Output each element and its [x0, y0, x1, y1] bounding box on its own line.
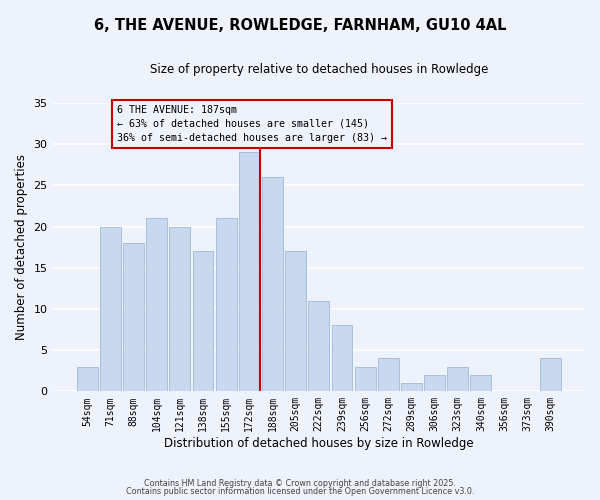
Bar — [216, 218, 236, 392]
Bar — [332, 326, 352, 392]
Bar — [470, 375, 491, 392]
X-axis label: Distribution of detached houses by size in Rowledge: Distribution of detached houses by size … — [164, 437, 473, 450]
Title: Size of property relative to detached houses in Rowledge: Size of property relative to detached ho… — [149, 62, 488, 76]
Bar — [285, 252, 306, 392]
Bar — [123, 243, 144, 392]
Text: Contains HM Land Registry data © Crown copyright and database right 2025.: Contains HM Land Registry data © Crown c… — [144, 478, 456, 488]
Bar — [308, 300, 329, 392]
Bar — [77, 366, 98, 392]
Bar — [378, 358, 398, 392]
Text: 6, THE AVENUE, ROWLEDGE, FARNHAM, GU10 4AL: 6, THE AVENUE, ROWLEDGE, FARNHAM, GU10 4… — [94, 18, 506, 32]
Bar — [424, 375, 445, 392]
Y-axis label: Number of detached properties: Number of detached properties — [15, 154, 28, 340]
Bar — [448, 366, 468, 392]
Bar — [100, 226, 121, 392]
Bar — [401, 383, 422, 392]
Bar — [262, 177, 283, 392]
Text: Contains public sector information licensed under the Open Government Licence v3: Contains public sector information licen… — [126, 487, 474, 496]
Bar — [169, 226, 190, 392]
Bar — [239, 152, 260, 392]
Bar — [193, 252, 214, 392]
Bar — [355, 366, 376, 392]
Text: 6 THE AVENUE: 187sqm
← 63% of detached houses are smaller (145)
36% of semi-deta: 6 THE AVENUE: 187sqm ← 63% of detached h… — [117, 104, 387, 142]
Bar — [146, 218, 167, 392]
Bar — [540, 358, 561, 392]
